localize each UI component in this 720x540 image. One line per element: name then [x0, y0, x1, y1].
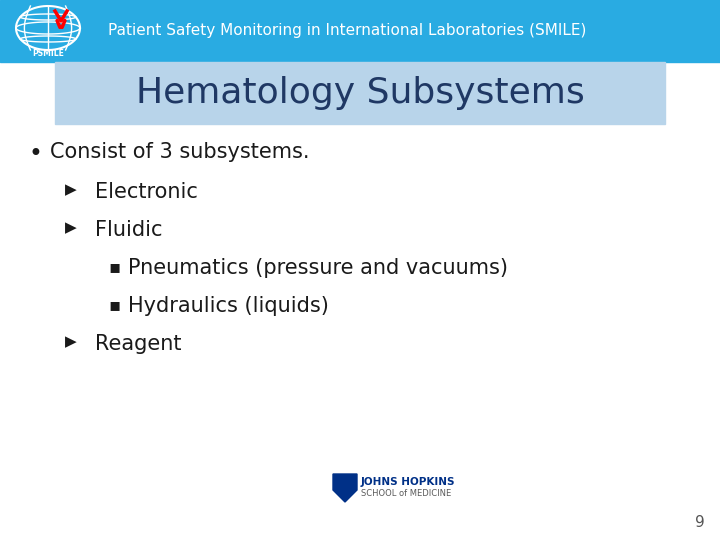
Text: Reagent: Reagent	[95, 334, 181, 354]
Polygon shape	[333, 474, 357, 502]
Text: Fluidic: Fluidic	[95, 220, 163, 240]
Text: Hydraulics (liquids): Hydraulics (liquids)	[128, 296, 329, 316]
Text: 9: 9	[696, 515, 705, 530]
Text: JOHNS HOPKINS: JOHNS HOPKINS	[361, 477, 456, 487]
Text: ▪: ▪	[108, 296, 120, 314]
Text: Hematology Subsystems: Hematology Subsystems	[135, 76, 585, 110]
Text: ▶: ▶	[65, 334, 77, 349]
Text: SCHOOL of MEDICINE: SCHOOL of MEDICINE	[361, 489, 451, 498]
Text: ▪: ▪	[108, 258, 120, 276]
Text: Consist of 3 subsystems.: Consist of 3 subsystems.	[50, 142, 310, 162]
Text: ▶: ▶	[65, 182, 77, 197]
Text: •: •	[28, 142, 42, 166]
Text: PSMILE: PSMILE	[32, 49, 64, 58]
Text: ▶: ▶	[65, 220, 77, 235]
Text: Patient Safety Monitoring in International Laboratories (SMILE): Patient Safety Monitoring in Internation…	[108, 24, 586, 38]
Bar	[55, 62, 665, 124]
Bar	[0, 0, 720, 62]
Text: Pneumatics (pressure and vacuums): Pneumatics (pressure and vacuums)	[128, 258, 508, 278]
Text: Electronic: Electronic	[95, 182, 198, 202]
